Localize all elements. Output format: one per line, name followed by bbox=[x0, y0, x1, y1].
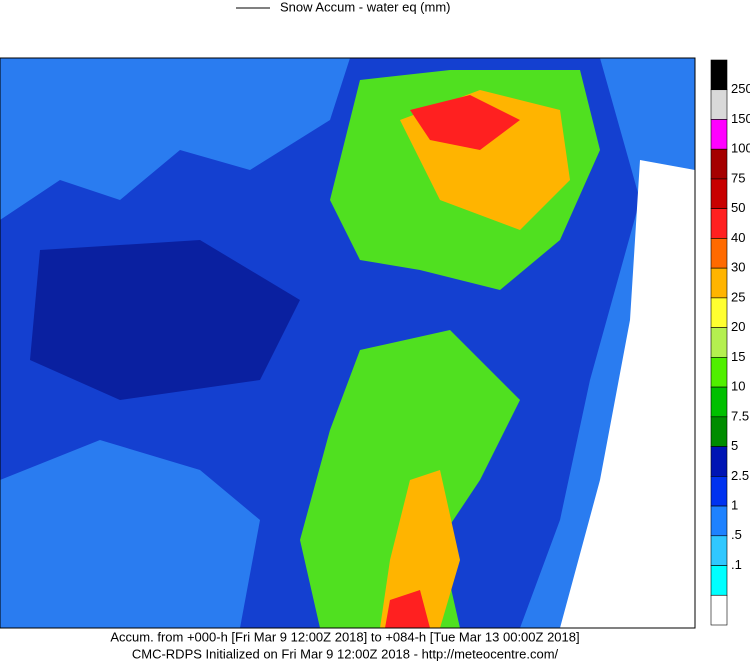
colorbar-label: 50 bbox=[731, 200, 745, 215]
colorbar-label: 25 bbox=[731, 289, 745, 304]
field-light bbox=[0, 440, 260, 628]
colorbar-box bbox=[710, 565, 728, 596]
colorbar-box bbox=[710, 148, 728, 180]
colorbar-label: 30 bbox=[731, 260, 745, 275]
colorbar-box bbox=[710, 327, 728, 358]
legend-label: Snow Accum - water eq (mm) bbox=[280, 0, 451, 14]
field-dark bbox=[30, 240, 300, 400]
footer-line: Accum. from +000-h [Fri Mar 9 12:00Z 201… bbox=[110, 629, 579, 644]
colorbar-label: 250 bbox=[731, 81, 750, 96]
colorbar-box bbox=[710, 267, 728, 299]
map bbox=[0, 57, 696, 629]
colorbar-box bbox=[710, 89, 728, 120]
colorbar-label: 100 bbox=[731, 141, 750, 156]
colorbar-label: .1 bbox=[731, 557, 742, 572]
colorbar-box bbox=[710, 476, 728, 507]
footer-line: CMC-RDPS Initialized on Fri Mar 9 12:00Z… bbox=[132, 646, 559, 661]
field-red bbox=[385, 590, 430, 628]
colorbar-label: 5 bbox=[731, 438, 738, 453]
colorbar-label: 1 bbox=[731, 497, 738, 512]
colorbar-box bbox=[710, 386, 728, 418]
colorbar-box bbox=[710, 505, 728, 537]
colorbar-label: 75 bbox=[731, 170, 745, 185]
colorbar-box bbox=[710, 59, 728, 91]
colorbar-box bbox=[710, 297, 728, 328]
colorbar-box bbox=[710, 446, 728, 477]
colorbar-box bbox=[710, 178, 728, 209]
field-orange bbox=[380, 470, 460, 628]
colorbar-label: 10 bbox=[731, 379, 745, 394]
field-light bbox=[0, 58, 350, 220]
colorbar-box bbox=[710, 119, 728, 150]
colorbar-label: 40 bbox=[731, 230, 745, 245]
colorbar-box bbox=[710, 357, 728, 388]
map-frame bbox=[0, 57, 696, 629]
colorbar-box bbox=[710, 238, 728, 269]
colorbar-box bbox=[710, 594, 728, 626]
colorbar-label: 7.5 bbox=[731, 408, 749, 423]
colorbar-label: 2.5 bbox=[731, 468, 749, 483]
field-red bbox=[410, 95, 520, 150]
field-green bbox=[300, 330, 520, 628]
colorbar: 250 150 100 75 50 40 30 25 20 15 10 7.5 5 2.5 1 .5 .1 bbox=[710, 59, 750, 626]
colorbar-label: .5 bbox=[731, 527, 742, 542]
colorbar-label: 15 bbox=[731, 349, 745, 364]
ocean bbox=[560, 160, 695, 628]
colorbar-box bbox=[710, 416, 728, 447]
colorbar-box bbox=[710, 208, 728, 239]
colorbar-box bbox=[710, 535, 728, 566]
colorbar-label: 150 bbox=[731, 111, 750, 126]
colorbar-label: 20 bbox=[731, 319, 745, 334]
